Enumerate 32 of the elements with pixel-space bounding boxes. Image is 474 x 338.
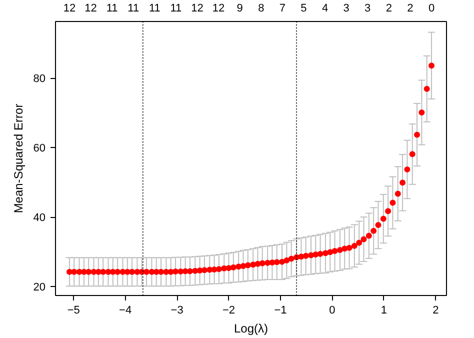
text: 2 (386, 2, 392, 14)
x-tick-label: −4 (119, 304, 132, 316)
y-tick-label: 20 (33, 281, 46, 294)
x-tick-label: −5 (67, 304, 80, 316)
text: 5 (300, 2, 307, 14)
text: 12 (212, 2, 225, 14)
text: 3 (343, 2, 350, 14)
y-axis-title: Mean-Squared Error (11, 104, 26, 214)
text: 4 (322, 2, 328, 14)
text: 9 (236, 2, 243, 14)
x-tick-label: −3 (170, 304, 184, 316)
text: 11 (106, 2, 118, 14)
x-tick-label: 0 (329, 304, 336, 316)
x-tick-label: 2 (432, 304, 439, 316)
text: 12 (191, 2, 204, 14)
text: 12 (63, 2, 76, 14)
y-tick-label: 40 (33, 212, 46, 224)
text: 8 (258, 2, 264, 14)
x-tick-label: −1 (274, 304, 287, 316)
y-tick-label: 60 (33, 142, 46, 155)
x-tick-label: −2 (222, 304, 236, 316)
text: 11 (128, 2, 140, 14)
x-axis-title: Log(λ) (234, 322, 268, 336)
text: 7 (279, 2, 286, 14)
text: 2 (407, 2, 414, 14)
text: 3 (364, 2, 371, 14)
x-tick-label: 1 (380, 304, 387, 316)
text: 0 (428, 2, 435, 14)
y-tick-label: 80 (33, 73, 46, 86)
text: 12 (84, 2, 97, 14)
text: 11 (148, 2, 160, 14)
text: 11 (170, 2, 182, 14)
